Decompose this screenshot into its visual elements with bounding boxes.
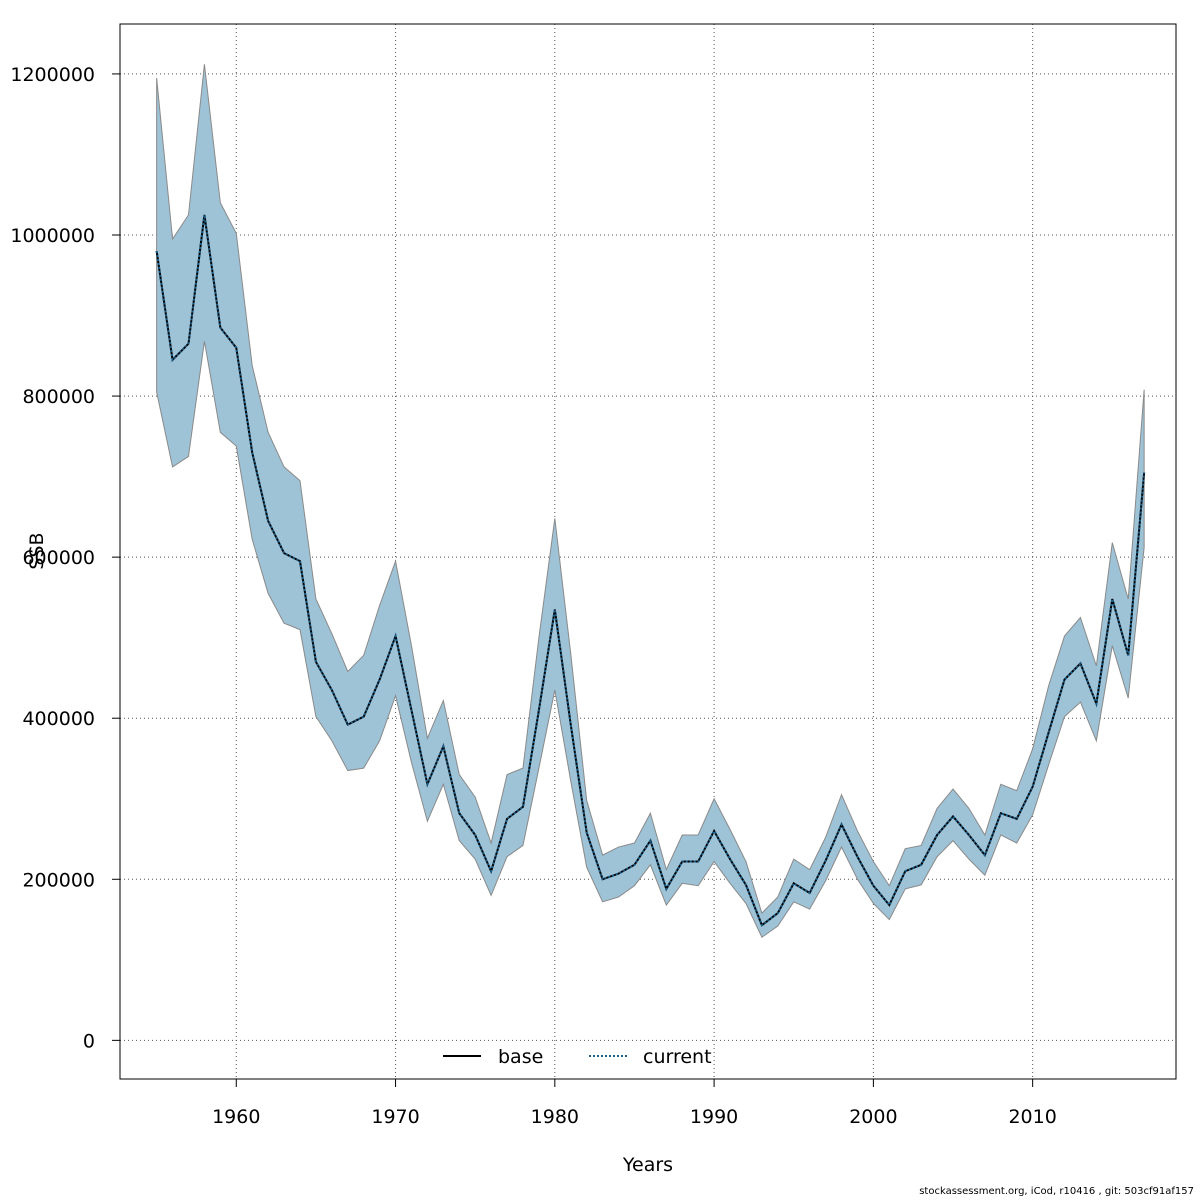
x-axis-title: Years xyxy=(622,1154,673,1176)
y-axis-title: SSB xyxy=(26,532,48,569)
legend-label-current: current xyxy=(643,1046,712,1068)
axes: 1960 1970 1980 1990 2000 2010 0 200000 400000 600… xyxy=(10,64,1056,1128)
y-tick-label: 800000 xyxy=(22,386,95,408)
ssb-confidence-band xyxy=(156,64,1145,939)
credit-text: stockassessment.org, iCod, r10416 , git:… xyxy=(919,1186,1194,1197)
x-tick-label: 1990 xyxy=(690,1106,738,1128)
y-tick-label: 1000000 xyxy=(10,225,95,247)
plot-frame xyxy=(119,23,1177,1080)
y-tick-label: 0 xyxy=(83,1030,95,1052)
y-tick-label: 600000 xyxy=(22,547,95,569)
y-tick-label: 200000 xyxy=(22,869,95,891)
legend: base current xyxy=(443,1046,712,1068)
x-tick-label: 1970 xyxy=(371,1106,419,1128)
x-tick-label: 1960 xyxy=(212,1106,260,1128)
y-tick-label: 1200000 xyxy=(10,64,95,86)
series-lines xyxy=(155,214,1146,927)
x-tick-label: 1980 xyxy=(531,1106,579,1128)
x-tick-label: 2010 xyxy=(1008,1106,1056,1128)
series-line-current xyxy=(155,214,1146,927)
y-tick-label: 400000 xyxy=(22,708,95,730)
legend-label-base: base xyxy=(498,1046,543,1068)
confidence-band xyxy=(156,64,1145,939)
x-tick-label: 2000 xyxy=(849,1106,897,1128)
